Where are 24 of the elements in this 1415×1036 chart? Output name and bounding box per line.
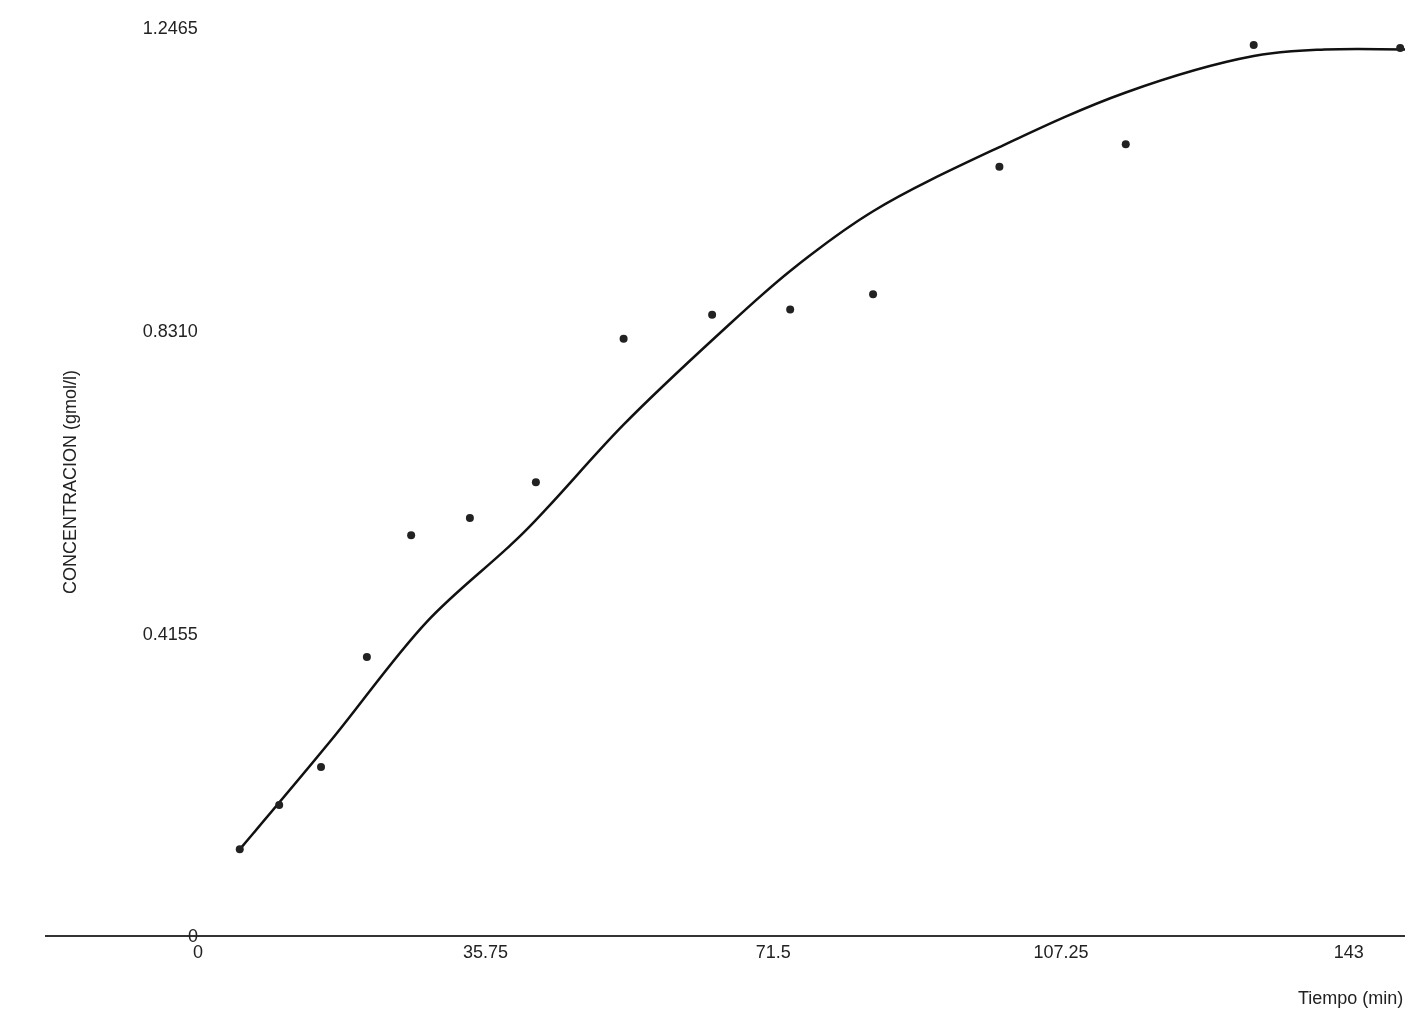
y-tick-label: 0.4155 <box>142 623 198 644</box>
point <box>531 478 540 487</box>
point <box>465 513 474 522</box>
point <box>1249 41 1258 50</box>
y-tick-label: 0.8310 <box>142 320 198 341</box>
x-tick-label: 143 <box>1333 942 1364 963</box>
point <box>275 800 284 809</box>
point <box>869 290 878 299</box>
point <box>362 653 371 662</box>
point <box>786 305 795 314</box>
point <box>619 334 628 343</box>
point <box>1121 140 1130 149</box>
point <box>708 310 717 319</box>
point <box>407 531 416 540</box>
x-tick-label: 107.25 <box>1033 942 1089 963</box>
x-tick-label: 35.75 <box>463 942 509 963</box>
x-axis-title: Tiempo (min) <box>1298 988 1404 1008</box>
point <box>1396 44 1405 53</box>
point <box>235 845 244 854</box>
point <box>995 162 1004 171</box>
y-axis-title: CONCENTRACION (gmol/l) <box>60 369 81 595</box>
x-tick-label: 71.5 <box>755 942 791 963</box>
y-tick-label: 1.2465 <box>142 18 198 39</box>
point <box>317 763 326 771</box>
